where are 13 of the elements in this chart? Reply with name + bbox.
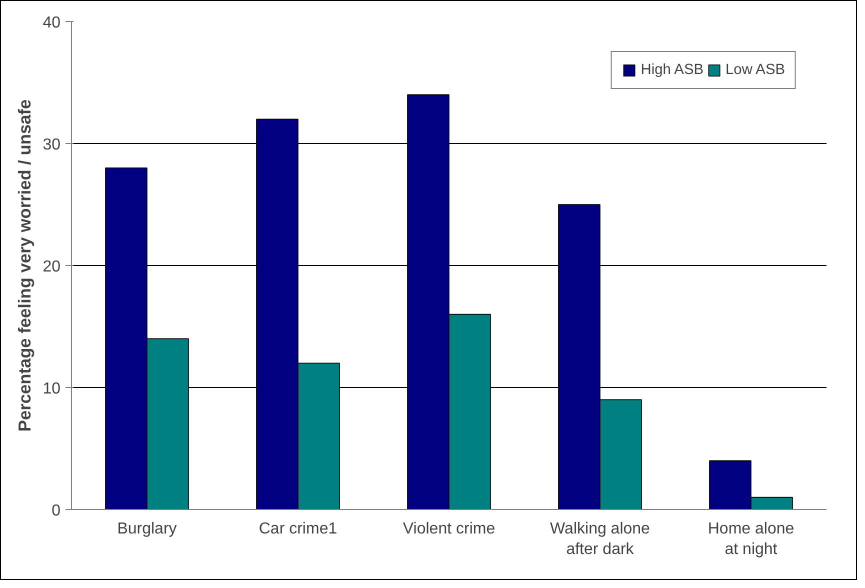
x-tick-label: Burglary xyxy=(117,520,177,538)
y-tick-label: 10 xyxy=(42,380,61,398)
legend-label: Low ASB xyxy=(726,62,785,78)
x-tick-label: Violent crime xyxy=(402,520,496,538)
x-tick-label: Car crime1 xyxy=(258,520,338,538)
x-tick-label: Walking alone after dark xyxy=(550,520,650,558)
x-tick-label: Home alone at night xyxy=(708,520,794,558)
y-axis-title: Percentage feeling very worried / unsafe xyxy=(14,99,35,432)
y-tick-label: 20 xyxy=(42,258,61,276)
y-tick-label: 30 xyxy=(42,136,61,154)
legend-label: High ASB xyxy=(640,62,704,78)
y-tick-label: 40 xyxy=(42,14,61,32)
y-tick-label: 0 xyxy=(52,502,61,520)
